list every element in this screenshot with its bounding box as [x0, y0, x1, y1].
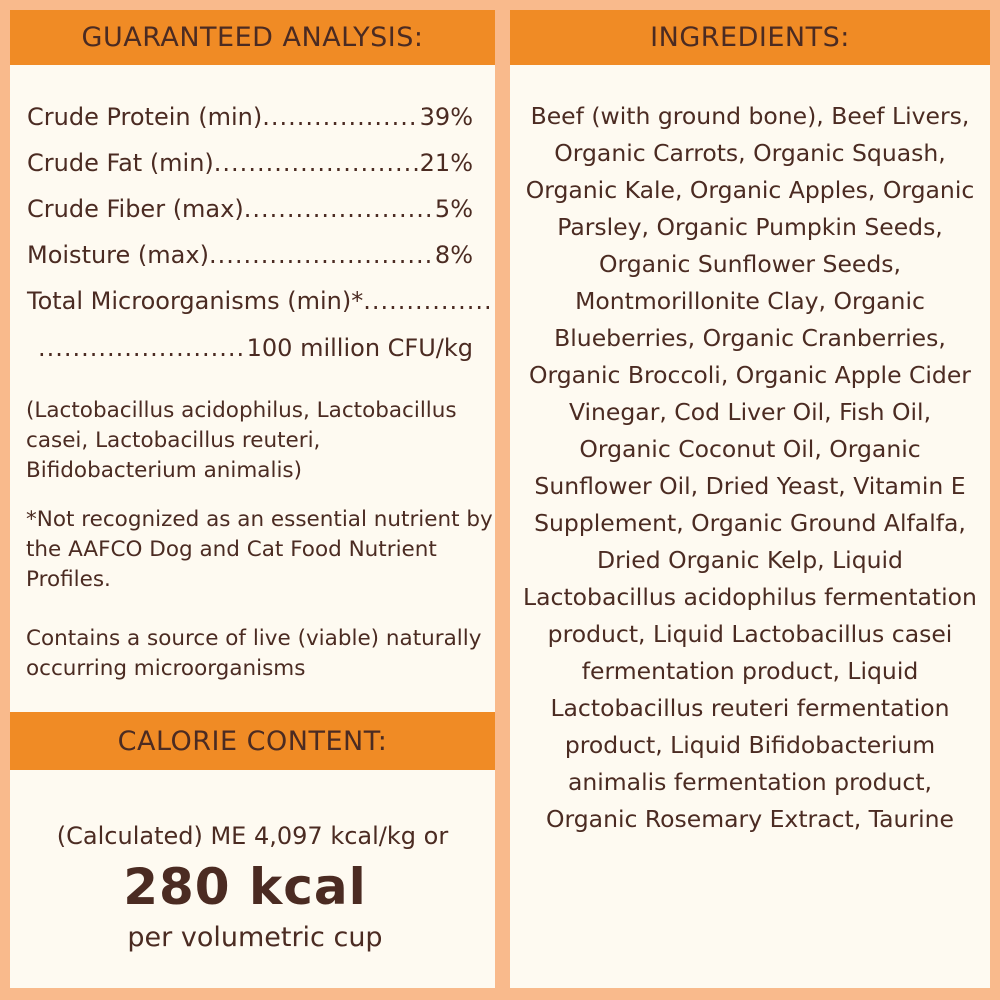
analysis-label: Crude Fiber (max)	[27, 195, 244, 223]
analysis-row: Moisture (max) 8%	[27, 241, 473, 269]
microorganisms-value: 100 million CFU/kg	[246, 334, 473, 362]
analysis-row: Crude Protein (min) 39%	[27, 103, 473, 131]
analysis-label: Crude Fat (min)	[27, 149, 214, 177]
guaranteed-analysis-header: GUARANTEED ANALYSIS:	[10, 10, 495, 65]
calorie-big: 280 kcal	[123, 858, 367, 916]
microorganisms-label-row: Total Microorganisms (min)*	[27, 287, 489, 315]
analysis-label: Moisture (max)	[27, 241, 209, 269]
microorganisms-value-row: 100 million CFU/kg	[38, 334, 473, 362]
analysis-row: Crude Fiber (max) 5%	[27, 195, 473, 223]
ingredients-header: INGREDIENTS:	[510, 10, 990, 65]
analysis-value: 39%	[419, 103, 473, 131]
guaranteed-analysis-panel: GUARANTEED ANALYSIS: Crude Protein (min)…	[10, 10, 495, 988]
microorganisms-label: Total Microorganisms (min)*	[27, 287, 364, 315]
live-note-text: Contains a source of live (viable) natur…	[26, 626, 482, 681]
analysis-row: Crude Fat (min) 21%	[27, 149, 473, 177]
analysis-label: Crude Protein (min)	[27, 103, 263, 131]
analysis-value: 21%	[419, 149, 473, 177]
footnote-text: *Not recognized as an essential nutrient…	[26, 507, 493, 592]
ingredients-panel: INGREDIENTS: Beef (with ground bone), Be…	[510, 10, 990, 988]
calorie-per-cup: per volumetric cup	[127, 922, 383, 953]
calorie-content-header: CALORIE CONTENT:	[10, 712, 495, 770]
calorie-line: (Calculated) ME 4,097 kcal/kg or	[56, 822, 449, 850]
analysis-value: 5%	[434, 195, 473, 223]
strains-text: (Lactobacillus acidophilus, Lactobacillu…	[26, 398, 457, 483]
ingredients-text: Beef (with ground bone), Beef Livers, Or…	[523, 102, 977, 833]
analysis-value: 8%	[434, 241, 473, 269]
